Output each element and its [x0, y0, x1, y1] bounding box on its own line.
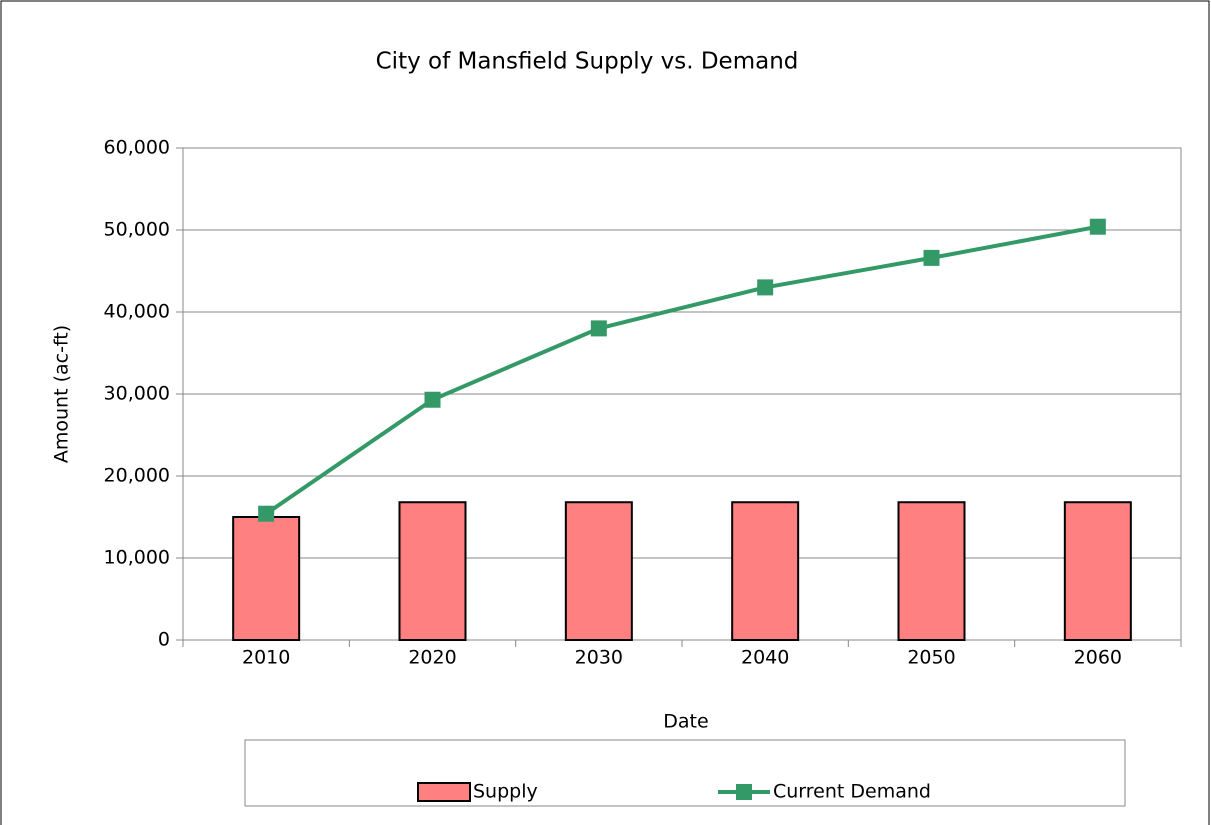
- marker: [258, 505, 275, 522]
- bar: [731, 501, 800, 641]
- marker: [424, 391, 441, 408]
- y-tick-label: 10,000: [104, 547, 170, 569]
- y-tick-label: 0: [158, 629, 170, 651]
- marker: [1089, 218, 1106, 235]
- x-tick-label: 2060: [1074, 647, 1122, 669]
- legend-swatch-marker: [736, 784, 752, 800]
- marker: [757, 279, 774, 296]
- y-axis-label: Amount (ac-ft): [51, 325, 73, 463]
- bar: [897, 501, 966, 641]
- marker: [923, 249, 940, 266]
- bar: [398, 501, 467, 641]
- y-tick-label: 60,000: [104, 137, 170, 159]
- x-tick-label: 2010: [242, 647, 290, 669]
- y-tick-label: 40,000: [104, 301, 170, 323]
- x-tick-label: 2030: [575, 647, 623, 669]
- legend-box: [244, 739, 1126, 807]
- legend-label: Current Demand: [773, 781, 931, 803]
- chart-title: City of Mansfield Supply vs. Demand: [376, 49, 799, 75]
- x-tick-label: 2040: [741, 647, 789, 669]
- marker: [590, 320, 607, 337]
- line: [265, 224, 1099, 516]
- legend-swatch: [417, 782, 471, 802]
- y-tick-label: 20,000: [104, 465, 170, 487]
- y-tick-label: 30,000: [104, 383, 170, 405]
- bar: [232, 516, 301, 641]
- x-axis-label: Date: [663, 711, 708, 733]
- y-tick-label: 50,000: [104, 219, 170, 241]
- x-tick-label: 2020: [408, 647, 456, 669]
- bar: [564, 501, 633, 641]
- legend-label: Supply: [473, 781, 538, 803]
- x-tick-label: 2050: [907, 647, 955, 669]
- bar: [1063, 501, 1132, 641]
